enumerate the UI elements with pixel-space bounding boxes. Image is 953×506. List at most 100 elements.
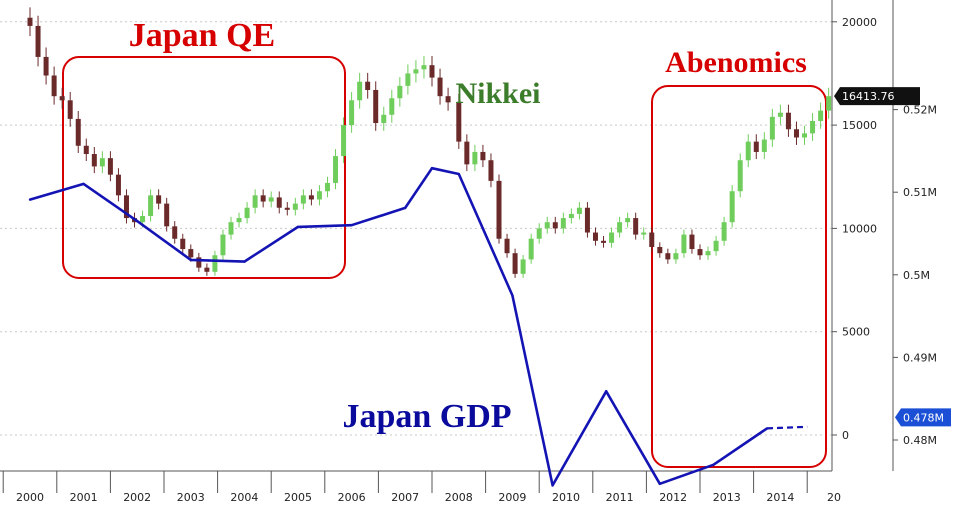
gdp-line-group	[28, 166, 808, 487]
nikkei-tick-label: 10000	[842, 222, 877, 235]
gdp-tick-label: 0.52M	[903, 104, 937, 117]
year-label: 2013	[713, 491, 741, 504]
gdp-point	[605, 390, 608, 393]
nikkei-candle	[810, 120, 816, 134]
nikkei-candle	[140, 216, 146, 223]
nikkei-candle	[464, 141, 470, 165]
nikkei-candle	[180, 238, 186, 250]
nikkei-candle	[172, 226, 178, 239]
year-label: 2004	[230, 491, 258, 504]
gdp-point	[658, 482, 661, 485]
gdp-tick-label: 0.49M	[903, 351, 937, 364]
nikkei-candle	[405, 73, 411, 86]
nikkei-candle	[592, 232, 598, 241]
nikkei-candle	[472, 151, 478, 165]
nikkei-candle	[236, 218, 242, 223]
highlight-boxes	[62, 56, 827, 468]
nikkei-candle	[761, 139, 767, 152]
nikkei-candle	[357, 81, 363, 101]
japan-qe-box	[62, 56, 346, 279]
nikkei-candle	[292, 203, 298, 210]
year-label: 2001	[70, 491, 98, 504]
gdp-point	[189, 258, 192, 262]
gdp-last-label-box	[895, 408, 951, 427]
year-label: 2006	[338, 491, 366, 504]
nikkei-candle	[99, 158, 105, 167]
nikkei-axis: 20000 15000 10000 5000 0	[831, 0, 877, 471]
gdp-tick-label: 0.48M	[903, 434, 937, 447]
gdp-point	[430, 167, 434, 170]
annotation-abenomics: Abenomics	[665, 46, 807, 79]
nikkei-candle	[35, 25, 41, 57]
nikkei-candle	[27, 17, 33, 26]
nikkei-candles	[27, 7, 832, 278]
nikkei-candle	[437, 77, 443, 97]
nikkei-candle	[83, 145, 89, 155]
nikkei-candle	[818, 110, 824, 121]
nikkei-candle	[276, 197, 282, 208]
nikkei-candle	[421, 65, 427, 70]
nikkei-candle	[826, 96, 832, 111]
nikkei-candle	[349, 100, 355, 126]
year-label: 2011	[606, 491, 634, 504]
nikkei-candle	[689, 234, 695, 250]
nikkei-candle	[793, 129, 799, 138]
nikkei-candle	[504, 238, 510, 254]
nikkei-candle	[252, 195, 258, 208]
grid-lines	[0, 21, 832, 436]
year-label: 2002	[123, 491, 151, 504]
nikkei-candle	[341, 125, 347, 157]
gdp-last-label: 0.478M	[903, 411, 944, 424]
nikkei-last-label-box	[834, 87, 920, 106]
nikkei-candle	[220, 234, 226, 256]
nikkei-candle	[381, 114, 387, 124]
gdp-tick-label: 0.5M	[903, 269, 930, 282]
nikkei-candle	[204, 267, 210, 272]
abenomics-box	[651, 85, 827, 468]
nikkei-candle	[520, 259, 526, 274]
nikkei-candle	[316, 191, 322, 200]
gdp-projection	[766, 425, 808, 430]
year-label: 2012	[659, 491, 687, 504]
nikkei-candle	[737, 160, 743, 192]
nikkei-candle	[753, 141, 759, 152]
nikkei-candle	[609, 232, 615, 243]
gdp-point	[551, 484, 554, 487]
gdp-point	[296, 225, 300, 229]
year-label: 2003	[177, 491, 205, 504]
gdp-tick-label: 0.51M	[903, 186, 937, 199]
nikkei-candle	[512, 253, 518, 274]
year-label: 2014	[766, 491, 794, 504]
annotation-japan-gdp: Japan GDP	[342, 398, 511, 435]
year-label: 2007	[391, 491, 419, 504]
nikkei-candle	[560, 218, 566, 229]
year-label: 20	[827, 491, 841, 504]
gdp-point	[712, 463, 715, 466]
nikkei-candle	[729, 191, 735, 223]
gdp-point	[457, 172, 460, 176]
gdp-line	[29, 166, 768, 487]
nikkei-candle	[75, 118, 81, 146]
year-label: 2009	[498, 491, 526, 504]
nikkei-candle	[164, 203, 170, 227]
nikkei-candle	[389, 98, 395, 115]
nikkei-candle	[617, 222, 623, 233]
nikkei-candle	[445, 96, 451, 103]
nikkei-candle	[397, 85, 403, 99]
nikkei-candle	[284, 207, 290, 210]
nikkei-tick-label: 0	[842, 429, 849, 442]
nikkei-candle	[488, 160, 494, 181]
nikkei-candle	[657, 246, 663, 254]
nikkei-candle	[123, 195, 129, 219]
nikkei-candle	[584, 207, 590, 233]
nikkei-candle	[148, 195, 154, 217]
nikkei-candle	[777, 112, 783, 117]
nikkei-candle	[721, 222, 727, 241]
nikkei-candle	[212, 255, 218, 272]
gdp-point	[136, 219, 139, 223]
nikkei-candle	[228, 222, 234, 235]
nikkei-candle	[625, 218, 631, 223]
annotation-japan-qe: Japan QE	[129, 17, 275, 54]
nikkei-tick-label: 15000	[842, 119, 877, 132]
nikkei-candle	[308, 195, 314, 200]
